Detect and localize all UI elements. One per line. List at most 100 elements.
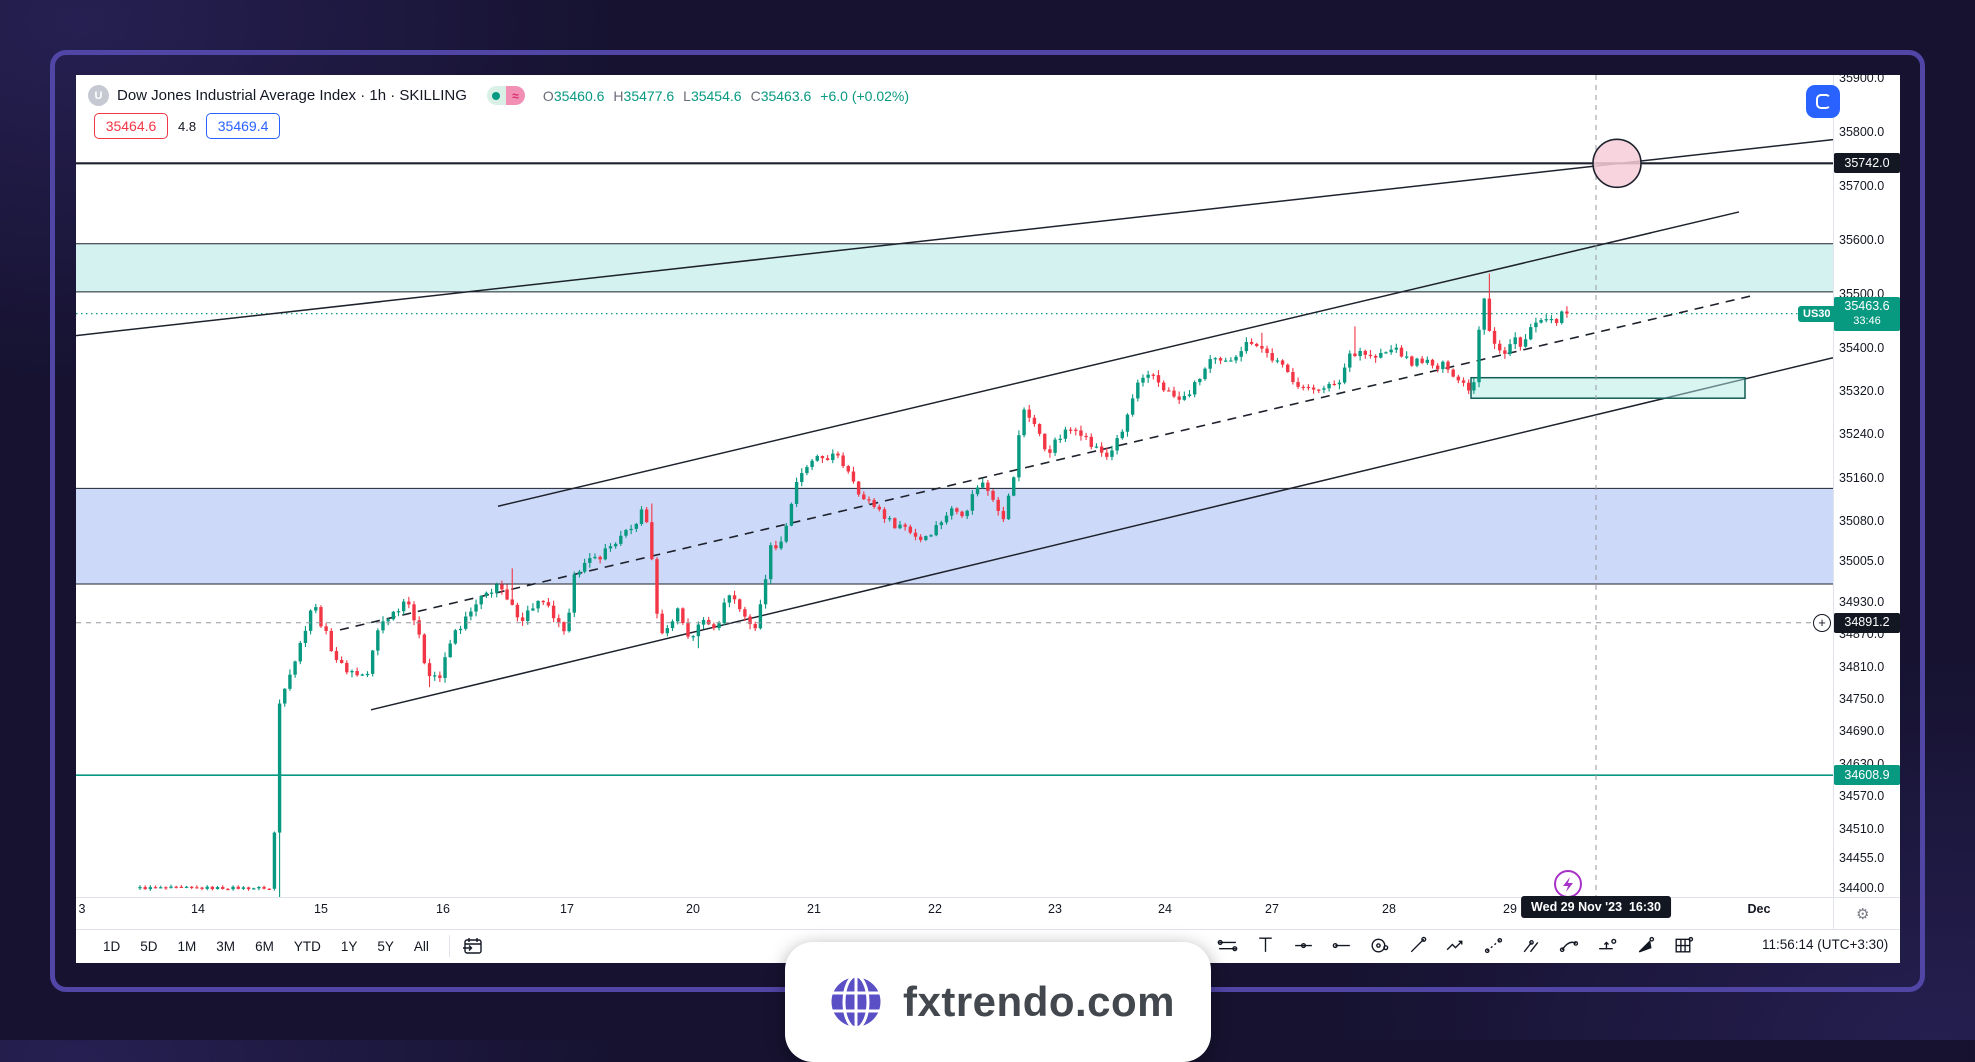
drawing-toolbar <box>1216 933 1695 956</box>
clock[interactable]: 11:56:14 (UTC+3:30) <box>1762 937 1889 952</box>
price-axis-label: 35160.0 <box>1839 470 1885 485</box>
price-axis-label: 34400.0 <box>1839 881 1885 895</box>
price-axis-label: 34810.0 <box>1839 659 1885 674</box>
time-axis-label: 28 <box>1382 902 1396 916</box>
bid-ask-row: 35464.6 4.8 35469.4 <box>94 113 281 139</box>
time-axis-label: 21 <box>807 902 821 916</box>
draw-tool-text-icon[interactable] <box>1254 933 1277 956</box>
demand-zone[interactable] <box>76 488 1833 584</box>
draw-tool-hline-icon[interactable] <box>1292 933 1315 956</box>
price-axis-label: 34930.0 <box>1839 594 1885 609</box>
draw-tool-tworays-icon[interactable] <box>1520 933 1543 956</box>
range-button-5d[interactable]: 5D <box>140 938 158 954</box>
symbol-legend[interactable]: U Dow Jones Industrial Average Index · 1… <box>88 85 909 106</box>
level-price-label[interactable]: 34608.9 <box>1834 765 1900 786</box>
ohlc-value: L35454.6 <box>683 87 742 104</box>
draw-tool-trend-icon[interactable] <box>1406 933 1429 956</box>
range-button-3m[interactable]: 3M <box>216 938 236 954</box>
goto-date-icon[interactable] <box>462 935 484 957</box>
globe-icon <box>828 974 884 1030</box>
range-button-1d[interactable]: 1D <box>103 938 121 954</box>
long-trendline[interactable] <box>76 138 1833 337</box>
time-axis-label: 15 <box>314 902 328 916</box>
mid-dashed[interactable] <box>339 295 1751 631</box>
ohlc-values: O35460.6 H35477.6 L35454.6 C35463.6 +6.0 (+0… <box>543 88 909 104</box>
time-axis-label: 29 <box>1503 902 1517 916</box>
market-status: ≈ <box>486 86 525 105</box>
draw-tool-fibcircle-icon[interactable] <box>1368 933 1391 956</box>
range-button-6m[interactable]: 6M <box>255 938 274 954</box>
crosshair-time-tooltip: Wed 29 Nov '23 16:30 <box>1521 896 1671 918</box>
draw-tool-zigzag-icon[interactable] <box>1444 933 1467 956</box>
ask-button[interactable]: 35469.4 <box>206 113 281 139</box>
draw-tool-channel-icon[interactable] <box>1216 933 1239 956</box>
draw-tool-grid-icon[interactable] <box>1672 933 1695 956</box>
resistance-price-label[interactable]: 35742.0 <box>1834 153 1900 174</box>
current-price-label[interactable]: 35463.6 33:46 <box>1834 296 1900 331</box>
time-axis-border <box>76 897 1900 898</box>
toolbar-divider <box>76 929 1900 930</box>
price-axis-label: 35800.0 <box>1839 125 1885 139</box>
draw-tool-ray-icon[interactable] <box>1330 933 1353 956</box>
range-button-ytd[interactable]: YTD <box>293 938 321 954</box>
event-lightning-icon[interactable] <box>1554 870 1582 898</box>
range-button-1m[interactable]: 1M <box>177 938 197 954</box>
candlestick-chart[interactable] <box>76 75 1900 963</box>
price-axis-label: 34510.0 <box>1839 821 1885 836</box>
date-range-toolbar: 1D 5D 1M 3M 6M YTD 1Y 5Y All <box>95 933 484 959</box>
brand-text: fxtrendo.com <box>903 978 1176 1025</box>
ohlc-value: H35477.6 <box>613 87 675 104</box>
channel-bottom[interactable] <box>370 356 1833 711</box>
price-axis-label: 34570.0 <box>1839 789 1885 804</box>
price-axis-border <box>1833 75 1834 929</box>
axis-settings-gear-icon[interactable]: ⚙ <box>1856 906 1870 923</box>
price-axis-label: 35400.0 <box>1839 341 1885 355</box>
symbol-title[interactable]: Dow Jones Industrial Average Index · 1h … <box>117 87 467 104</box>
time-axis-label: 3 <box>78 902 86 916</box>
snapshot-icon <box>1815 94 1831 109</box>
change-value: +6.0 (+0.02%) <box>820 87 910 104</box>
time-axis-label: 14 <box>191 902 205 916</box>
price-axis-label: 35005.0 <box>1839 554 1885 569</box>
spread-value: 4.8 <box>178 118 197 134</box>
draw-tool-curve-icon[interactable] <box>1558 933 1581 956</box>
time-axis-label: 24 <box>1158 902 1172 916</box>
market-open-dot-icon <box>486 86 506 105</box>
time-axis-label: 20 <box>686 902 700 916</box>
supply-zone[interactable] <box>76 243 1833 292</box>
price-axis-label: 35700.0 <box>1839 179 1885 193</box>
price-axis-label: 35240.0 <box>1839 427 1885 442</box>
ohlc-value: O35460.6 <box>542 87 605 104</box>
symbol-badge: US30 <box>1798 305 1836 322</box>
bid-button[interactable]: 35464.6 <box>94 113 168 139</box>
time-axis-label: 22 <box>928 902 942 916</box>
draw-tool-anchor-icon[interactable] <box>1596 933 1619 956</box>
symbol-logo-icon: U <box>88 85 109 106</box>
add-alert-plus-icon[interactable]: + <box>1813 613 1831 632</box>
ohlc-value: C35463.6 <box>750 87 812 104</box>
range-button-5y[interactable]: 5Y <box>377 938 394 954</box>
highlight-box[interactable] <box>1470 376 1746 399</box>
time-axis-label: 17 <box>560 902 574 916</box>
range-button-1y[interactable]: 1Y <box>340 938 358 954</box>
chart-card: 35900.0 35800.0 35700.0 35600.0 35500.0 35400… <box>76 75 1900 963</box>
price-axis-label: 35900.0 <box>1839 75 1885 85</box>
draw-tool-dottedtrend-icon[interactable] <box>1482 933 1505 956</box>
time-axis-label: 27 <box>1265 902 1279 916</box>
channel-top[interactable] <box>497 211 1740 507</box>
delayed-data-icon: ≈ <box>505 86 525 105</box>
candles-down <box>143 273 1569 891</box>
price-axis-label: 34690.0 <box>1839 724 1885 739</box>
circle-annotation[interactable] <box>1592 138 1642 189</box>
time-axis-label: 16 <box>436 902 450 916</box>
price-axis-label: 35320.0 <box>1839 384 1885 399</box>
range-button-all[interactable]: All <box>413 938 429 954</box>
crosshair-price-label[interactable]: 34891.2 <box>1834 612 1900 633</box>
price-axis-label: 35080.0 <box>1839 513 1885 528</box>
time-axis-label: 23 <box>1048 902 1062 916</box>
draw-tool-marker-icon[interactable] <box>1634 933 1657 956</box>
price-axis-label: 35600.0 <box>1839 233 1885 247</box>
snapshot-button[interactable] <box>1806 85 1840 118</box>
time-axis-label: Dec <box>1747 902 1771 916</box>
brand-watermark: fxtrendo.com <box>785 942 1211 1062</box>
